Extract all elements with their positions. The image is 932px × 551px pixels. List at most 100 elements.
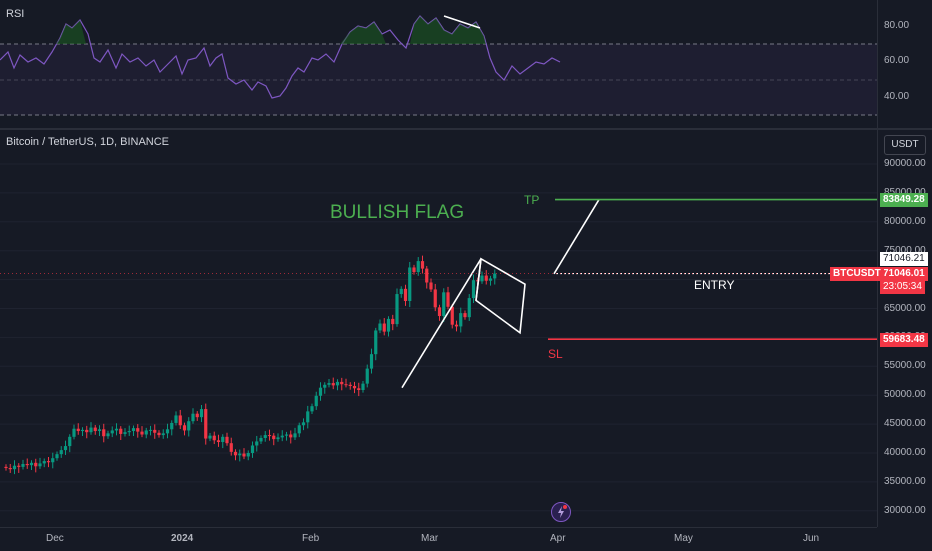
candle-body <box>386 318 391 332</box>
rsi-overbought-fill <box>340 22 386 44</box>
candle-body <box>170 422 174 430</box>
price-axis-label: 55000.00 <box>884 360 926 372</box>
rsi-axis[interactable]: 80.00 60.00 40.00 <box>877 0 932 128</box>
candle-body <box>97 429 102 432</box>
candle-body <box>127 431 131 433</box>
candle-body <box>399 288 403 295</box>
candle-body <box>165 429 170 434</box>
candle-body <box>429 282 433 290</box>
time-tick: Jun <box>803 533 820 544</box>
time-axis[interactable]: Dec 2024 Feb Mar Apr May Jun <box>0 527 877 551</box>
symbol-price-tag: BTCUSDT <box>830 267 884 281</box>
candle-body <box>357 388 361 390</box>
time-tick: Feb <box>302 533 320 544</box>
candle-body <box>420 261 425 269</box>
candle-body <box>403 288 408 301</box>
candle-body <box>242 453 246 457</box>
price-plot <box>0 163 877 512</box>
candle-body <box>374 330 378 355</box>
candle-body <box>314 395 318 407</box>
candle-body <box>259 437 263 442</box>
candle-body <box>34 462 38 467</box>
candle-body <box>195 413 199 418</box>
price-axis-label: 65000.00 <box>884 302 926 314</box>
crosshair-price-tag: 71046.21 <box>880 252 928 266</box>
candle-body <box>297 425 301 434</box>
candle-body <box>272 435 276 440</box>
candle-body <box>369 354 374 369</box>
price-axis[interactable]: USDT 90000.0085000.0080000.0075000.00700… <box>877 130 932 527</box>
rsi-axis-label: 60.00 <box>884 55 910 66</box>
candle-body <box>55 454 59 459</box>
candle-body <box>454 324 459 327</box>
rsi-axis-label: 80.00 <box>884 20 910 31</box>
price-axis-label: 80000.00 <box>884 215 926 227</box>
candle-body <box>255 441 259 446</box>
candle-body <box>391 318 395 325</box>
tp-label: TP <box>524 193 540 207</box>
time-tick: Apr <box>550 533 566 544</box>
candle-body <box>331 383 335 386</box>
time-tick: 2024 <box>171 533 194 544</box>
candle-body <box>246 453 250 457</box>
candle-body <box>46 461 51 463</box>
currency-button[interactable]: USDT <box>884 135 926 155</box>
candle-body <box>352 385 357 389</box>
candle-body <box>471 280 476 299</box>
tp-price-tag: 83849.28 <box>880 193 928 207</box>
candle-body <box>144 430 148 435</box>
candle-body <box>408 267 412 301</box>
candle-body <box>425 268 429 283</box>
candle-body <box>8 468 12 470</box>
candle-body <box>229 443 233 452</box>
candle-body <box>212 435 216 441</box>
candle-body <box>233 451 238 456</box>
rsi-plot <box>0 15 877 116</box>
candle-body <box>365 368 369 384</box>
candle-body <box>306 411 310 423</box>
price-axis-label: 50000.00 <box>884 389 926 401</box>
candle-body <box>323 384 327 388</box>
price-axis-label: 30000.00 <box>884 504 926 516</box>
candle-body <box>123 432 127 434</box>
candle-body <box>446 292 450 307</box>
last-price-tag: 71046.01 <box>880 267 928 281</box>
sl-price-tag: 59683.48 <box>880 333 928 347</box>
candle-body <box>238 453 242 456</box>
flag-pole-line <box>401 258 482 389</box>
candle-body <box>17 465 21 467</box>
candle-body <box>216 440 221 443</box>
candle-body <box>459 313 463 327</box>
candle-body <box>467 298 471 318</box>
candle-body <box>106 433 110 437</box>
candle-body <box>42 461 46 464</box>
candle-body <box>29 462 34 466</box>
candle-body <box>51 458 55 463</box>
rsi-overbought-fill <box>56 20 86 44</box>
candle-body <box>335 381 340 386</box>
candle-body <box>148 429 153 431</box>
pane-separator[interactable] <box>0 128 932 130</box>
candle-body <box>157 432 161 436</box>
price-axis-label: 45000.00 <box>884 418 926 430</box>
price-axis-label: 40000.00 <box>884 447 926 458</box>
candle-body <box>191 413 195 422</box>
sl-label: SL <box>548 347 563 361</box>
lightning-icon[interactable] <box>551 502 571 522</box>
price-axis-label: 85000.00 <box>884 187 926 198</box>
candle-body <box>136 428 140 432</box>
flag-channel <box>475 257 526 335</box>
price-pane[interactable]: Bitcoin / TetherUS, 1D, BINANCE BULLISH … <box>0 130 877 527</box>
candle-body <box>344 384 348 386</box>
price-axis-label: 90000.00 <box>884 158 926 169</box>
candle-body <box>463 313 467 318</box>
candle-body <box>450 306 454 325</box>
time-tick: Mar <box>421 533 439 544</box>
candle-body <box>63 446 68 451</box>
candle-body <box>433 289 437 308</box>
rsi-pane[interactable]: RSI <box>0 0 877 128</box>
candle-body <box>12 465 17 470</box>
price-axis-label: 75000.00 <box>884 244 926 256</box>
candle-body <box>221 436 225 443</box>
rsi-band <box>0 44 877 115</box>
